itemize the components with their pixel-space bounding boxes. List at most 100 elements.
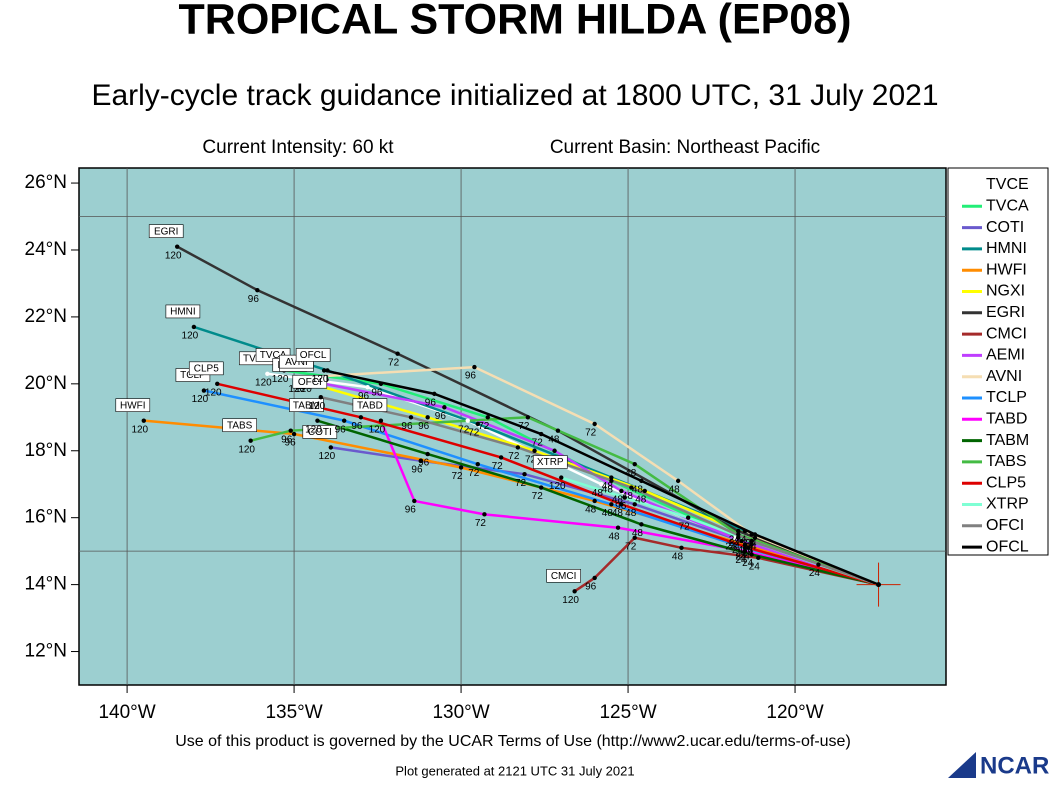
hour-label: 72: [518, 421, 530, 432]
hour-label: 96: [418, 458, 430, 469]
end-label: XTRP: [537, 457, 564, 468]
hour-label: 48: [635, 495, 647, 506]
hour-label: 96: [351, 421, 363, 432]
end-label: OFCI: [298, 377, 322, 388]
hour-label: 120: [288, 384, 305, 395]
x-tick-label: 130°W: [432, 702, 489, 723]
track-point: [599, 482, 604, 487]
legend-label: OFCI: [986, 517, 1024, 534]
track-point: [752, 532, 758, 537]
hour-label: 72: [478, 421, 490, 432]
hour-label: 96: [371, 387, 383, 398]
end-label: TABM: [293, 400, 320, 411]
end-label-box: [546, 569, 581, 583]
y-tick-label: 20°N: [25, 373, 67, 394]
track-point: [141, 418, 146, 423]
hour-label: 96: [465, 371, 477, 382]
end-label: CMCI: [551, 571, 577, 582]
hour-label: 120: [369, 424, 386, 435]
hour-label: 72: [388, 357, 400, 368]
track-point: [325, 368, 330, 373]
chart-title: TROPICAL STORM HILDA (EP08): [179, 0, 852, 43]
end-label-box: [295, 348, 331, 362]
track-point: [632, 535, 637, 540]
logo: NCAR: [980, 752, 1049, 779]
hour-label: 48: [742, 545, 754, 556]
track-point: [432, 391, 437, 397]
hour-label: 72: [468, 468, 480, 479]
logo-mark: [948, 752, 976, 778]
track-point: [592, 498, 597, 504]
current-position-dot: [876, 582, 882, 588]
track-point: [465, 418, 470, 423]
legend-label: AEMI: [986, 347, 1025, 364]
track-point: [418, 458, 424, 463]
y-tick-label: 22°N: [25, 306, 67, 327]
end-label: HMNI: [170, 307, 196, 318]
track-point: [472, 364, 477, 370]
hour-label: 120: [295, 384, 312, 395]
hour-label: 120: [192, 394, 209, 405]
track-point: [515, 445, 521, 450]
track-point: [555, 428, 561, 433]
track-point: [532, 448, 537, 453]
legend-label: CMCI: [986, 325, 1027, 342]
hour-label: 48: [632, 528, 644, 539]
track-point: [425, 415, 430, 420]
track-point: [609, 502, 614, 507]
legend-label: TABD: [986, 411, 1027, 428]
hour-label: 96: [615, 501, 627, 512]
legend-label: XTRP: [986, 496, 1029, 513]
track-point: [749, 542, 754, 547]
hour-label: 96: [418, 421, 430, 432]
hour-label: 48: [672, 551, 684, 562]
hour-label: 24: [732, 545, 744, 556]
hour-label: 24: [742, 545, 754, 556]
track-point: [742, 528, 748, 534]
x-tick-label: 125°W: [599, 702, 656, 723]
track-start: [754, 533, 880, 586]
hour-label: 72: [532, 438, 544, 449]
end-label-box: [532, 455, 568, 469]
y-tick-label: 12°N: [25, 641, 67, 662]
end-label: TABD: [357, 400, 383, 411]
track-point: [201, 388, 207, 393]
track-point: [639, 478, 644, 484]
hour-label: 24: [742, 538, 754, 549]
hour-label: 72: [475, 518, 487, 529]
hour-label: 72: [452, 471, 464, 482]
hour-label: 48: [602, 481, 614, 492]
track-point: [736, 528, 741, 534]
track-point: [378, 381, 384, 387]
legend-label: TCLP: [986, 389, 1027, 406]
track-point: [191, 324, 197, 330]
hour-label: 96: [248, 294, 260, 305]
track-point: [572, 589, 577, 594]
track-point: [749, 538, 754, 544]
end-label: TABS: [227, 420, 253, 431]
legend-label: HMNI: [986, 240, 1027, 257]
track-point: [592, 421, 597, 427]
track-point: [639, 522, 644, 527]
track-point: [592, 575, 597, 581]
track-point: [498, 455, 504, 460]
track-point: [816, 562, 821, 567]
track-point: [629, 485, 634, 490]
track-point: [756, 555, 761, 561]
track-point: [539, 485, 544, 490]
track-point: [412, 498, 417, 504]
track-point: [559, 475, 564, 480]
hour-label: 48: [548, 434, 560, 445]
hour-label: 120: [312, 374, 329, 385]
track-point: [525, 415, 531, 420]
track-point: [321, 368, 327, 373]
track-point: [609, 475, 614, 480]
end-label-box: [222, 418, 257, 433]
chart-subtitle: Early-cycle track guidance initialized a…: [91, 79, 938, 112]
hour-label: 120: [562, 595, 579, 606]
hour-label: 120: [165, 250, 182, 261]
x-tick-label: 135°W: [265, 702, 322, 723]
hour-label: 72: [625, 541, 637, 552]
hour-label: 120: [549, 481, 566, 492]
track-point: [328, 445, 334, 450]
